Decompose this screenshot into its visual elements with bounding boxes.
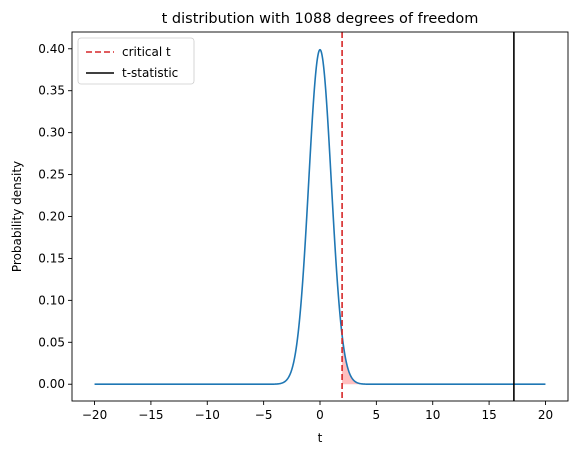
- y-tick-label: 0.40: [38, 42, 65, 56]
- x-tick-label: −15: [138, 408, 163, 422]
- x-tick-label: 10: [425, 408, 440, 422]
- y-axis-ticks: 0.00 0.05 0.10 0.15 0.20 0.25 0.30 0.35 0.40: [38, 42, 72, 391]
- y-tick-label: 0.10: [38, 293, 65, 307]
- y-tick-label: 0.05: [38, 335, 65, 349]
- legend: critical t t-statistic: [77, 37, 195, 85]
- legend-label-critical-t: critical t: [122, 45, 171, 59]
- y-tick-label: 0.00: [38, 377, 65, 391]
- y-tick-label: 0.35: [38, 84, 65, 98]
- plot-area: [94, 32, 546, 401]
- chart-title: t distribution with 1088 degrees of free…: [162, 11, 479, 27]
- x-tick-label: −5: [255, 408, 273, 422]
- x-axis-ticks: −20 −15 −10 −5 0 5 10 15 20: [82, 401, 553, 422]
- legend-label-t-statistic: t-statistic: [122, 66, 178, 80]
- x-tick-label: −20: [82, 408, 107, 422]
- x-tick-label: 5: [373, 408, 381, 422]
- density-curve: [94, 48, 546, 386]
- x-tick-label: 20: [538, 408, 553, 422]
- x-tick-label: −10: [195, 408, 220, 422]
- x-tick-label: 15: [481, 408, 496, 422]
- y-axis-label: Probability density: [10, 161, 24, 272]
- x-tick-label: 0: [316, 408, 324, 422]
- y-tick-label: 0.25: [38, 168, 65, 182]
- y-tick-label: 0.30: [38, 126, 65, 140]
- y-tick-label: 0.20: [38, 210, 65, 224]
- y-tick-label: 0.15: [38, 251, 65, 265]
- x-axis-label: t: [318, 431, 323, 445]
